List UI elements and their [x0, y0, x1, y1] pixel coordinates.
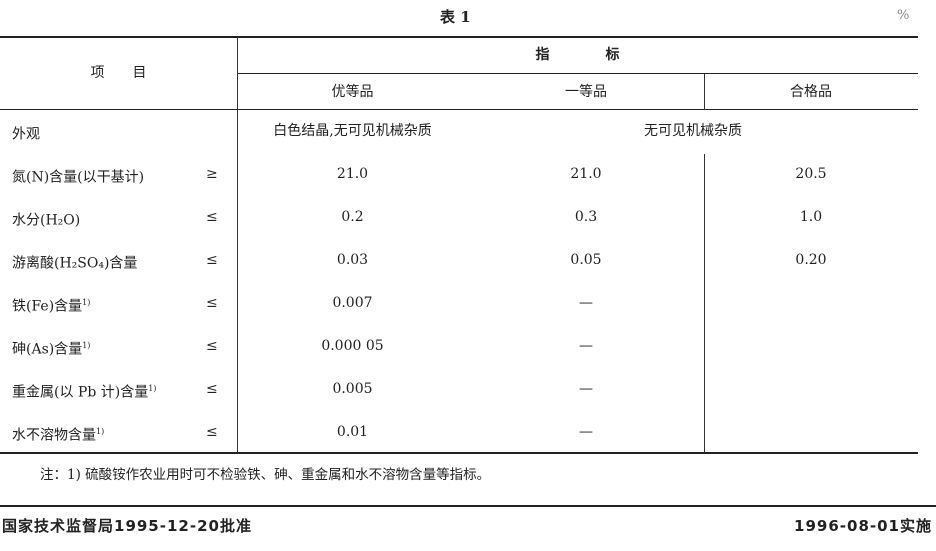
value-cell: 1.0: [799, 209, 823, 225]
value-cell: 0.01: [336, 424, 369, 440]
comparison-operator: ≤: [206, 338, 218, 354]
unit-label: %: [897, 8, 910, 23]
item-text: 重金属(以 Pb 计)含量: [12, 384, 149, 401]
footnote-ref: 1): [82, 298, 91, 307]
value-cell: 0.005: [332, 381, 373, 397]
header-bottom-rule: [0, 109, 918, 110]
footer-rule: [0, 505, 936, 507]
item-text: 氮(N)含量(以干基计): [12, 169, 145, 186]
table-bottom-rule: [0, 452, 918, 454]
header-grade-premium: 优等品: [331, 84, 374, 100]
value-cell: 0.2: [341, 209, 364, 225]
table-top-rule: [0, 36, 918, 38]
column-divider: [237, 37, 238, 453]
row-item-label: 氮(N)含量(以干基计): [12, 164, 144, 188]
comparison-operator: ≤: [206, 295, 218, 311]
value-cell: 白色结晶,无可见机械杂质: [273, 123, 432, 139]
row-item-label: 铁(Fe)含量1): [12, 293, 90, 317]
value-cell: 0.3: [574, 209, 598, 225]
approval-date: 国家技术监督局1995-12-20批准: [2, 517, 252, 535]
item-text: 铁(Fe)含量: [12, 298, 83, 315]
value-cell: 0.007: [332, 295, 373, 311]
header-indicator: 指 标: [535, 47, 620, 63]
header-subrule: [237, 73, 918, 74]
comparison-operator: ≤: [206, 381, 218, 397]
effective-date: 1996-08-01实施: [794, 517, 932, 535]
value-cell: 21.0: [336, 166, 369, 182]
item-text: 砷(As)含量: [12, 341, 83, 358]
row-item-label: 水分(H₂O): [12, 207, 80, 231]
value-cell: —: [579, 381, 593, 397]
row-item-label: 水不溶物含量1): [12, 422, 104, 446]
column-divider: [704, 154, 705, 453]
value-cell: 0.20: [795, 252, 827, 268]
column-divider: [704, 74, 705, 110]
header-grade-first: 一等品: [565, 84, 607, 100]
comparison-operator: ≤: [206, 209, 218, 225]
value-cell: —: [579, 295, 593, 311]
value-cell: 0.03: [336, 252, 369, 268]
item-text: 水不溶物含量: [12, 427, 96, 444]
value-cell: —: [579, 338, 593, 354]
row-item-label: 重金属(以 Pb 计)含量1): [12, 379, 156, 403]
row-item-label: 游离酸(H₂SO₄)含量: [12, 250, 137, 274]
item-text: 外观: [12, 126, 40, 143]
footnote: 注：1) 硫酸铵作农业用时可不检验铁、砷、重金属和水不溶物含量等指标。: [40, 467, 491, 483]
row-item-label: 砷(As)含量1): [12, 336, 90, 360]
value-cell-merged: 无可见机械杂质: [644, 123, 742, 139]
value-cell: 0.000 05: [321, 338, 384, 354]
footnote-ref: 1): [148, 384, 157, 393]
value-cell: —: [579, 424, 593, 440]
value-cell: 20.5: [795, 166, 827, 182]
item-text: 水分(H₂O): [12, 212, 81, 229]
footnote-ref: 1): [82, 341, 91, 350]
comparison-operator: ≤: [206, 252, 218, 268]
value-cell: 21.0: [570, 166, 602, 182]
row-item-label: 外观: [12, 121, 40, 145]
footnote-ref: 1): [96, 427, 105, 436]
value-cell: 0.05: [570, 252, 602, 268]
header-grade-qualified: 合格品: [790, 84, 832, 100]
table-title: 表 1: [440, 8, 471, 26]
item-text: 游离酸(H₂SO₄)含量: [12, 255, 138, 272]
comparison-operator: ≤: [206, 424, 218, 440]
comparison-operator: ≥: [206, 166, 218, 182]
header-item: 项 目: [90, 65, 147, 81]
